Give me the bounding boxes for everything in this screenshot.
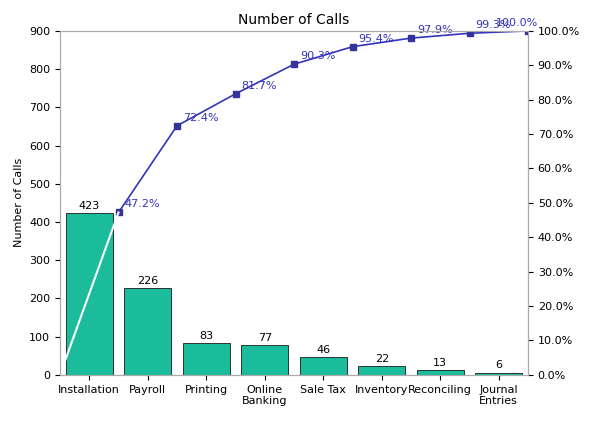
Bar [66, 213, 113, 375]
Text: 97.9%: 97.9% [417, 25, 452, 35]
Bar [300, 357, 347, 375]
Bar [241, 345, 288, 375]
Text: 81.7%: 81.7% [241, 81, 277, 91]
Text: 226: 226 [137, 276, 158, 286]
Text: 6: 6 [495, 360, 502, 370]
Bar [475, 373, 522, 375]
Bar [124, 288, 171, 375]
Title: Number of Calls: Number of Calls [238, 13, 350, 27]
Text: 77: 77 [257, 333, 272, 343]
Bar [183, 343, 230, 375]
Text: 83: 83 [199, 331, 214, 341]
Text: 423: 423 [79, 201, 100, 211]
Text: 90.3%: 90.3% [300, 51, 335, 61]
Text: 100.0%: 100.0% [496, 18, 538, 28]
Bar [358, 366, 405, 375]
Text: 72.4%: 72.4% [183, 113, 218, 123]
Text: 99.3%: 99.3% [475, 20, 511, 30]
Text: 22: 22 [374, 354, 389, 364]
Text: 47.2%: 47.2% [124, 199, 160, 209]
Text: 95.4%: 95.4% [358, 34, 394, 44]
Text: 46: 46 [316, 345, 331, 355]
Bar [417, 370, 464, 375]
Text: 13: 13 [433, 358, 447, 368]
Y-axis label: Number of Calls: Number of Calls [14, 158, 23, 247]
